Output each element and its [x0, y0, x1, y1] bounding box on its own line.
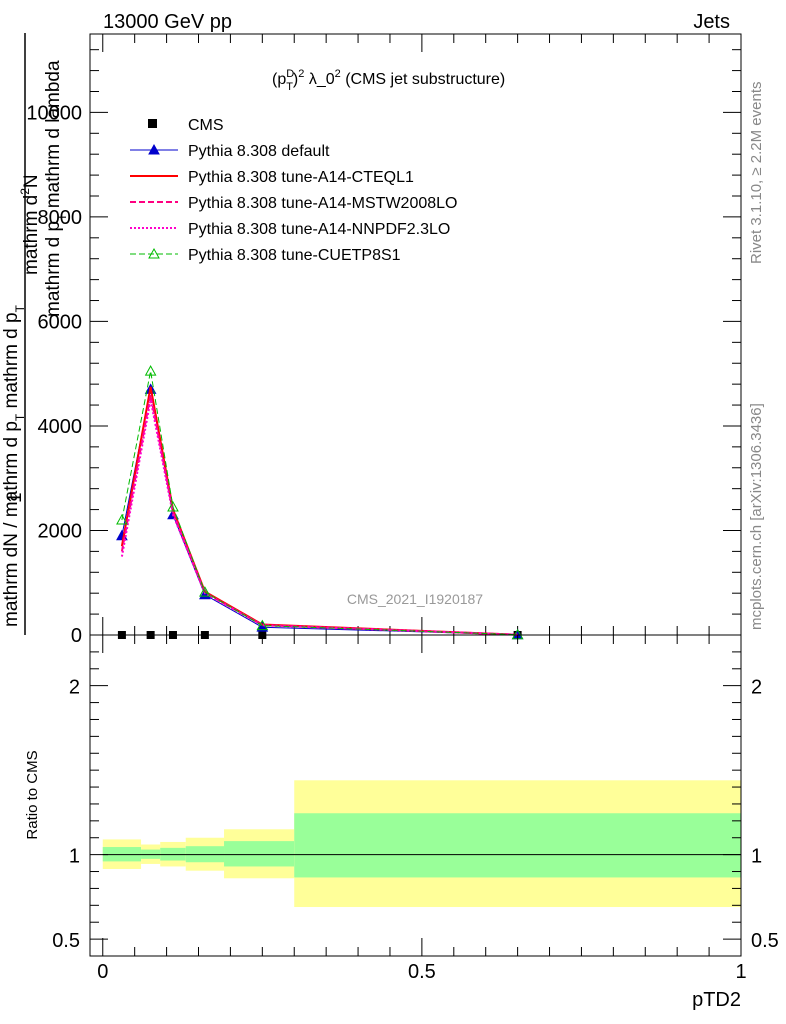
- ratio-panel: 0.5 0.51 12 20 0.5 1 Ratio to CMS pTD2: [24, 634, 779, 1011]
- legend-label: Pythia 8.308 tune-A14-MSTW2008LO: [188, 195, 457, 212]
- ratio-inner-band: [224, 841, 295, 867]
- ratio-frame: [89, 634, 742, 957]
- series-marker-5: [256, 619, 269, 631]
- ratio-bands: [102, 780, 741, 908]
- y-tick-label: 0: [71, 625, 82, 647]
- series-marker-5: [116, 513, 128, 525]
- header-left: 13000 GeV pp: [103, 11, 232, 33]
- series-marker-5: [167, 500, 179, 512]
- ratio-y-tick-label: 1: [69, 846, 80, 868]
- legend-label: CMS: [188, 117, 224, 134]
- rivet-label: Rivet 3.1.10, ≥ 2.2M events: [748, 82, 765, 265]
- x-tick-label: 0: [97, 961, 108, 983]
- legend-triangle: [148, 247, 160, 259]
- legend-marker: [148, 119, 157, 128]
- ylabel-num-line2: mathrm d pT mathrm d lambda: [43, 60, 69, 317]
- y-tick-label: 4000: [38, 416, 83, 438]
- ratio-y-tick-label-right: 1: [751, 846, 762, 868]
- ylabel-one: 1: [5, 492, 26, 503]
- main-series: [116, 365, 524, 640]
- legend: CMS Pythia 8.308 default Pythia 8.308 tune…: [130, 117, 457, 264]
- main-y-label: mathrm d2N mathrm d pT mathrm d lambda 1…: [1, 33, 69, 635]
- main-panel: CMS_2021_I1920187 (pD T)2 λ_02 (CMS jet s…: [1, 33, 742, 647]
- watermark: CMS_2021_I1920187: [347, 591, 483, 607]
- ratio-y-tick-label: 0.5: [52, 930, 80, 952]
- main-y-ticks: 0 2000 4000 6000 8000 10000: [26, 34, 742, 647]
- series-marker-1: [256, 621, 269, 632]
- series-marker-5: [199, 586, 211, 597]
- ratio-y-tick-label: 2: [69, 677, 80, 699]
- legend-label: Pythia 8.308 default: [188, 143, 330, 160]
- ratio-inner-band: [294, 813, 741, 878]
- series-line-5: [121, 371, 518, 636]
- x-tick-label: 1: [735, 961, 746, 983]
- y-tick-label: 10000: [26, 102, 82, 124]
- legend-label: Pythia 8.308 tune-A14-NNPDF2.3LO: [188, 221, 450, 238]
- mcplots-label: mcplots.cern.ch [arXiv:1306.3436]: [748, 403, 765, 630]
- header-right: Jets: [693, 11, 730, 33]
- ratio-y-tick-label-right: 2: [751, 677, 762, 699]
- legend-label: Pythia 8.308 tune-A14-CTEQL1: [188, 169, 414, 186]
- ylabel-den: mathrm dN / mathrm d pT mathrm d pT: [1, 304, 27, 627]
- plot-title: (pD T)2 λ_02 (CMS jet substructure): [272, 68, 505, 93]
- legend-triangle: [148, 143, 160, 155]
- legend-label: Pythia 8.308 tune-CUETP8S1: [188, 247, 401, 264]
- ratio-ticks: 0.5 0.51 12 20 0.5 1: [52, 635, 779, 983]
- y-tick-label: 2000: [38, 520, 83, 542]
- y-tick-label: 6000: [38, 311, 83, 333]
- ratio-y-label: Ratio to CMS: [24, 750, 41, 839]
- x-axis-label: pTD2: [692, 989, 741, 1011]
- series-marker-5: [144, 365, 157, 376]
- y-tick-label: 8000: [38, 207, 83, 229]
- ratio-y-tick-label-right: 0.5: [751, 930, 779, 952]
- x-tick-label: 0.5: [408, 961, 436, 983]
